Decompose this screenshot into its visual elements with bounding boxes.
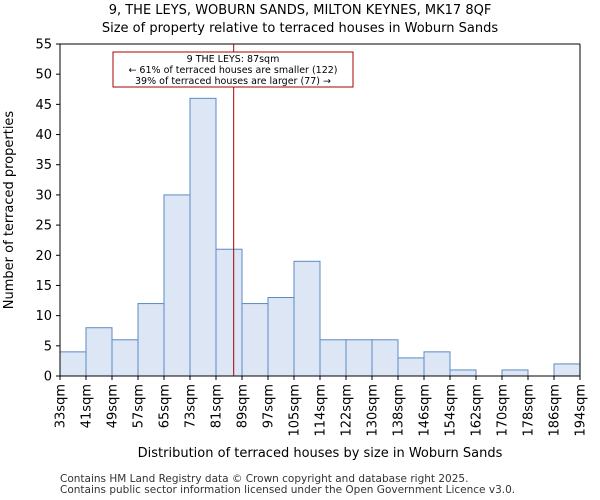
x-tick-label: 57sqm bbox=[132, 384, 147, 428]
footer-line-1: Contains HM Land Registry data © Crown c… bbox=[60, 473, 469, 485]
x-tick-label: 146sqm bbox=[418, 384, 433, 437]
histogram-bar bbox=[241, 303, 269, 377]
histogram-bar bbox=[267, 297, 295, 377]
footer-line-2: Contains public sector information licen… bbox=[60, 484, 516, 496]
x-tick-label: 97sqm bbox=[262, 384, 277, 428]
x-tick-label: 33sqm bbox=[54, 384, 69, 428]
chart-title: 9, THE LEYS, WOBURN SANDS, MILTON KEYNES… bbox=[108, 3, 492, 18]
histogram-bar bbox=[59, 351, 87, 377]
annotation-box bbox=[112, 51, 354, 88]
y-tick-label: 40 bbox=[35, 128, 52, 143]
y-tick-label: 25 bbox=[35, 219, 52, 234]
x-tick-label: 162sqm bbox=[470, 384, 485, 437]
y-axis-label: Number of terraced properties bbox=[2, 111, 17, 310]
y-tick-label: 55 bbox=[35, 38, 52, 53]
x-tick-label: 41sqm bbox=[80, 384, 95, 428]
histogram-bar bbox=[293, 260, 321, 377]
histogram-bar bbox=[371, 339, 399, 377]
x-tick-label: 105sqm bbox=[288, 384, 303, 437]
histogram-bar bbox=[215, 248, 243, 377]
histogram-bar bbox=[449, 369, 477, 377]
x-tick-label: 130sqm bbox=[366, 384, 381, 437]
annotation-line: 9 THE LEYS: 87sqm bbox=[187, 54, 280, 65]
x-tick-label: 186sqm bbox=[548, 384, 563, 437]
y-tick-label: 20 bbox=[35, 249, 52, 264]
x-tick-label: 65sqm bbox=[158, 384, 173, 428]
x-tick-label: 138sqm bbox=[392, 384, 407, 437]
y-tick-label: 35 bbox=[35, 158, 52, 173]
y-tick-label: 30 bbox=[35, 188, 52, 203]
x-tick-label: 194sqm bbox=[574, 384, 589, 437]
histogram-bar bbox=[163, 194, 191, 377]
histogram-bar bbox=[319, 339, 347, 377]
y-tick-label: 10 bbox=[35, 309, 52, 324]
histogram-bar bbox=[397, 357, 425, 377]
annotation-line: ← 61% of terraced houses are smaller (12… bbox=[128, 65, 337, 76]
histogram-bar bbox=[423, 351, 451, 377]
y-tick-label: 15 bbox=[35, 279, 52, 294]
y-tick-label: 0 bbox=[44, 370, 52, 385]
x-tick-label: 114sqm bbox=[314, 384, 329, 437]
x-tick-label: 178sqm bbox=[522, 384, 537, 437]
x-axis-label: Distribution of terraced houses by size … bbox=[138, 446, 503, 461]
histogram-bar bbox=[137, 303, 165, 377]
histogram-bar bbox=[111, 339, 139, 377]
y-tick-label: 50 bbox=[35, 68, 52, 83]
x-tick-label: 89sqm bbox=[236, 384, 251, 428]
x-tick-label: 122sqm bbox=[340, 384, 355, 437]
annotation-line: 39% of terraced houses are larger (77) → bbox=[135, 76, 331, 87]
histogram-bar bbox=[553, 363, 581, 377]
histogram-bar bbox=[85, 327, 113, 377]
x-tick-label: 170sqm bbox=[496, 384, 511, 437]
x-tick-label: 154sqm bbox=[444, 384, 459, 437]
histogram-bar bbox=[189, 97, 217, 377]
x-tick-label: 73sqm bbox=[184, 384, 199, 428]
histogram-bar bbox=[501, 369, 529, 377]
x-tick-label: 49sqm bbox=[106, 384, 121, 428]
y-tick-label: 45 bbox=[35, 98, 52, 113]
histogram-bar bbox=[345, 339, 373, 377]
chart-subtitle: Size of property relative to terraced ho… bbox=[101, 21, 499, 36]
x-tick-label: 81sqm bbox=[210, 384, 225, 428]
y-tick-label: 5 bbox=[44, 339, 52, 354]
